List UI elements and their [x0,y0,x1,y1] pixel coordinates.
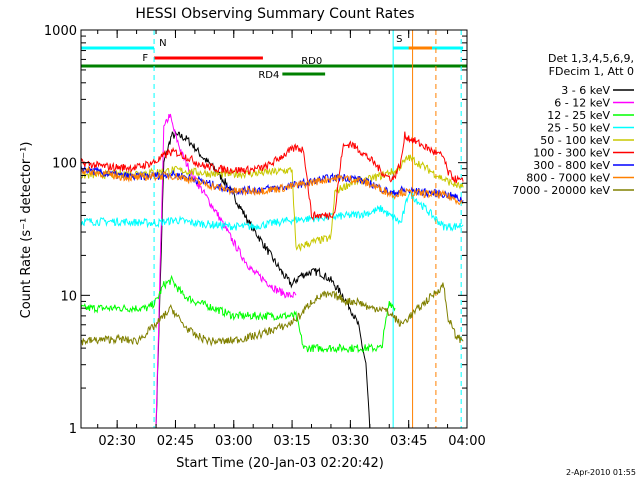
legend-label: 3 - 6 keV [561,84,610,97]
y-tick-label: 1000 [44,24,77,39]
x-tick-label: 03:00 [215,434,252,449]
flag-bars: N S F RD0 RD4 [81,34,467,81]
y-axis-ticks: 1 10 100 1000 [44,24,467,437]
legend: Det 1,3,4,5,6,9,FDecim 1, Att 0 3 - 6 keV… [512,52,634,197]
plot-frame [80,29,468,429]
series-line-8 [81,282,464,347]
x-tick-label: 02:30 [98,434,135,449]
time-markers [153,30,462,428]
legend-label: 800 - 7000 keV [526,172,610,185]
series-line-5 [81,131,464,222]
footer-date: 2-Apr-2010 01:55 [566,468,636,477]
legend-label: 50 - 100 keV [540,134,610,147]
y-tick-label: 100 [52,157,77,172]
y-tick-label: 1 [69,422,77,437]
legend-label: 6 - 12 keV [554,97,610,110]
series-line-7 [81,165,464,206]
flag-label: F [142,53,148,64]
y-axis-label: Count Rate (s⁻¹ detector⁻¹) [19,142,34,319]
x-tick-label: 03:45 [390,434,427,449]
chart-title: HESSI Observing Summary Count Rates [135,6,414,22]
legend-label: 12 - 25 keV [547,109,610,122]
legend-label: 300 - 800 keV [533,159,610,172]
series-line-0 [81,130,371,428]
flag-label: N [159,38,166,49]
flag-label: RD0 [301,56,322,67]
legend-label: 25 - 50 keV [547,122,610,135]
flag-label: S [396,34,402,45]
x-tick-label: 03:30 [332,434,369,449]
y-tick-label: 10 [60,289,77,304]
legend-header: FDecim 1, Att 0 [549,65,634,78]
series-line-4 [81,154,464,252]
legend-label: 7000 - 20000 keV [512,184,610,197]
flag-label: RD4 [258,70,279,81]
legend-label: 100 - 300 keV [533,147,610,160]
series-line-1 [81,113,297,428]
x-tick-label: 03:15 [273,434,310,449]
x-axis-label: Start Time (20-Jan-03 02:20:42) [176,456,384,471]
x-tick-label: 04:00 [448,434,485,449]
series-lines [81,113,464,428]
series-line-3 [81,189,464,232]
x-axis-ticks: 02:30 02:45 03:00 03:15 03:30 03:45 04:00 [97,30,486,449]
legend-header: Det 1,3,4,5,6,9, [548,52,634,65]
series-line-2 [81,274,396,354]
x-tick-label: 02:45 [157,434,194,449]
